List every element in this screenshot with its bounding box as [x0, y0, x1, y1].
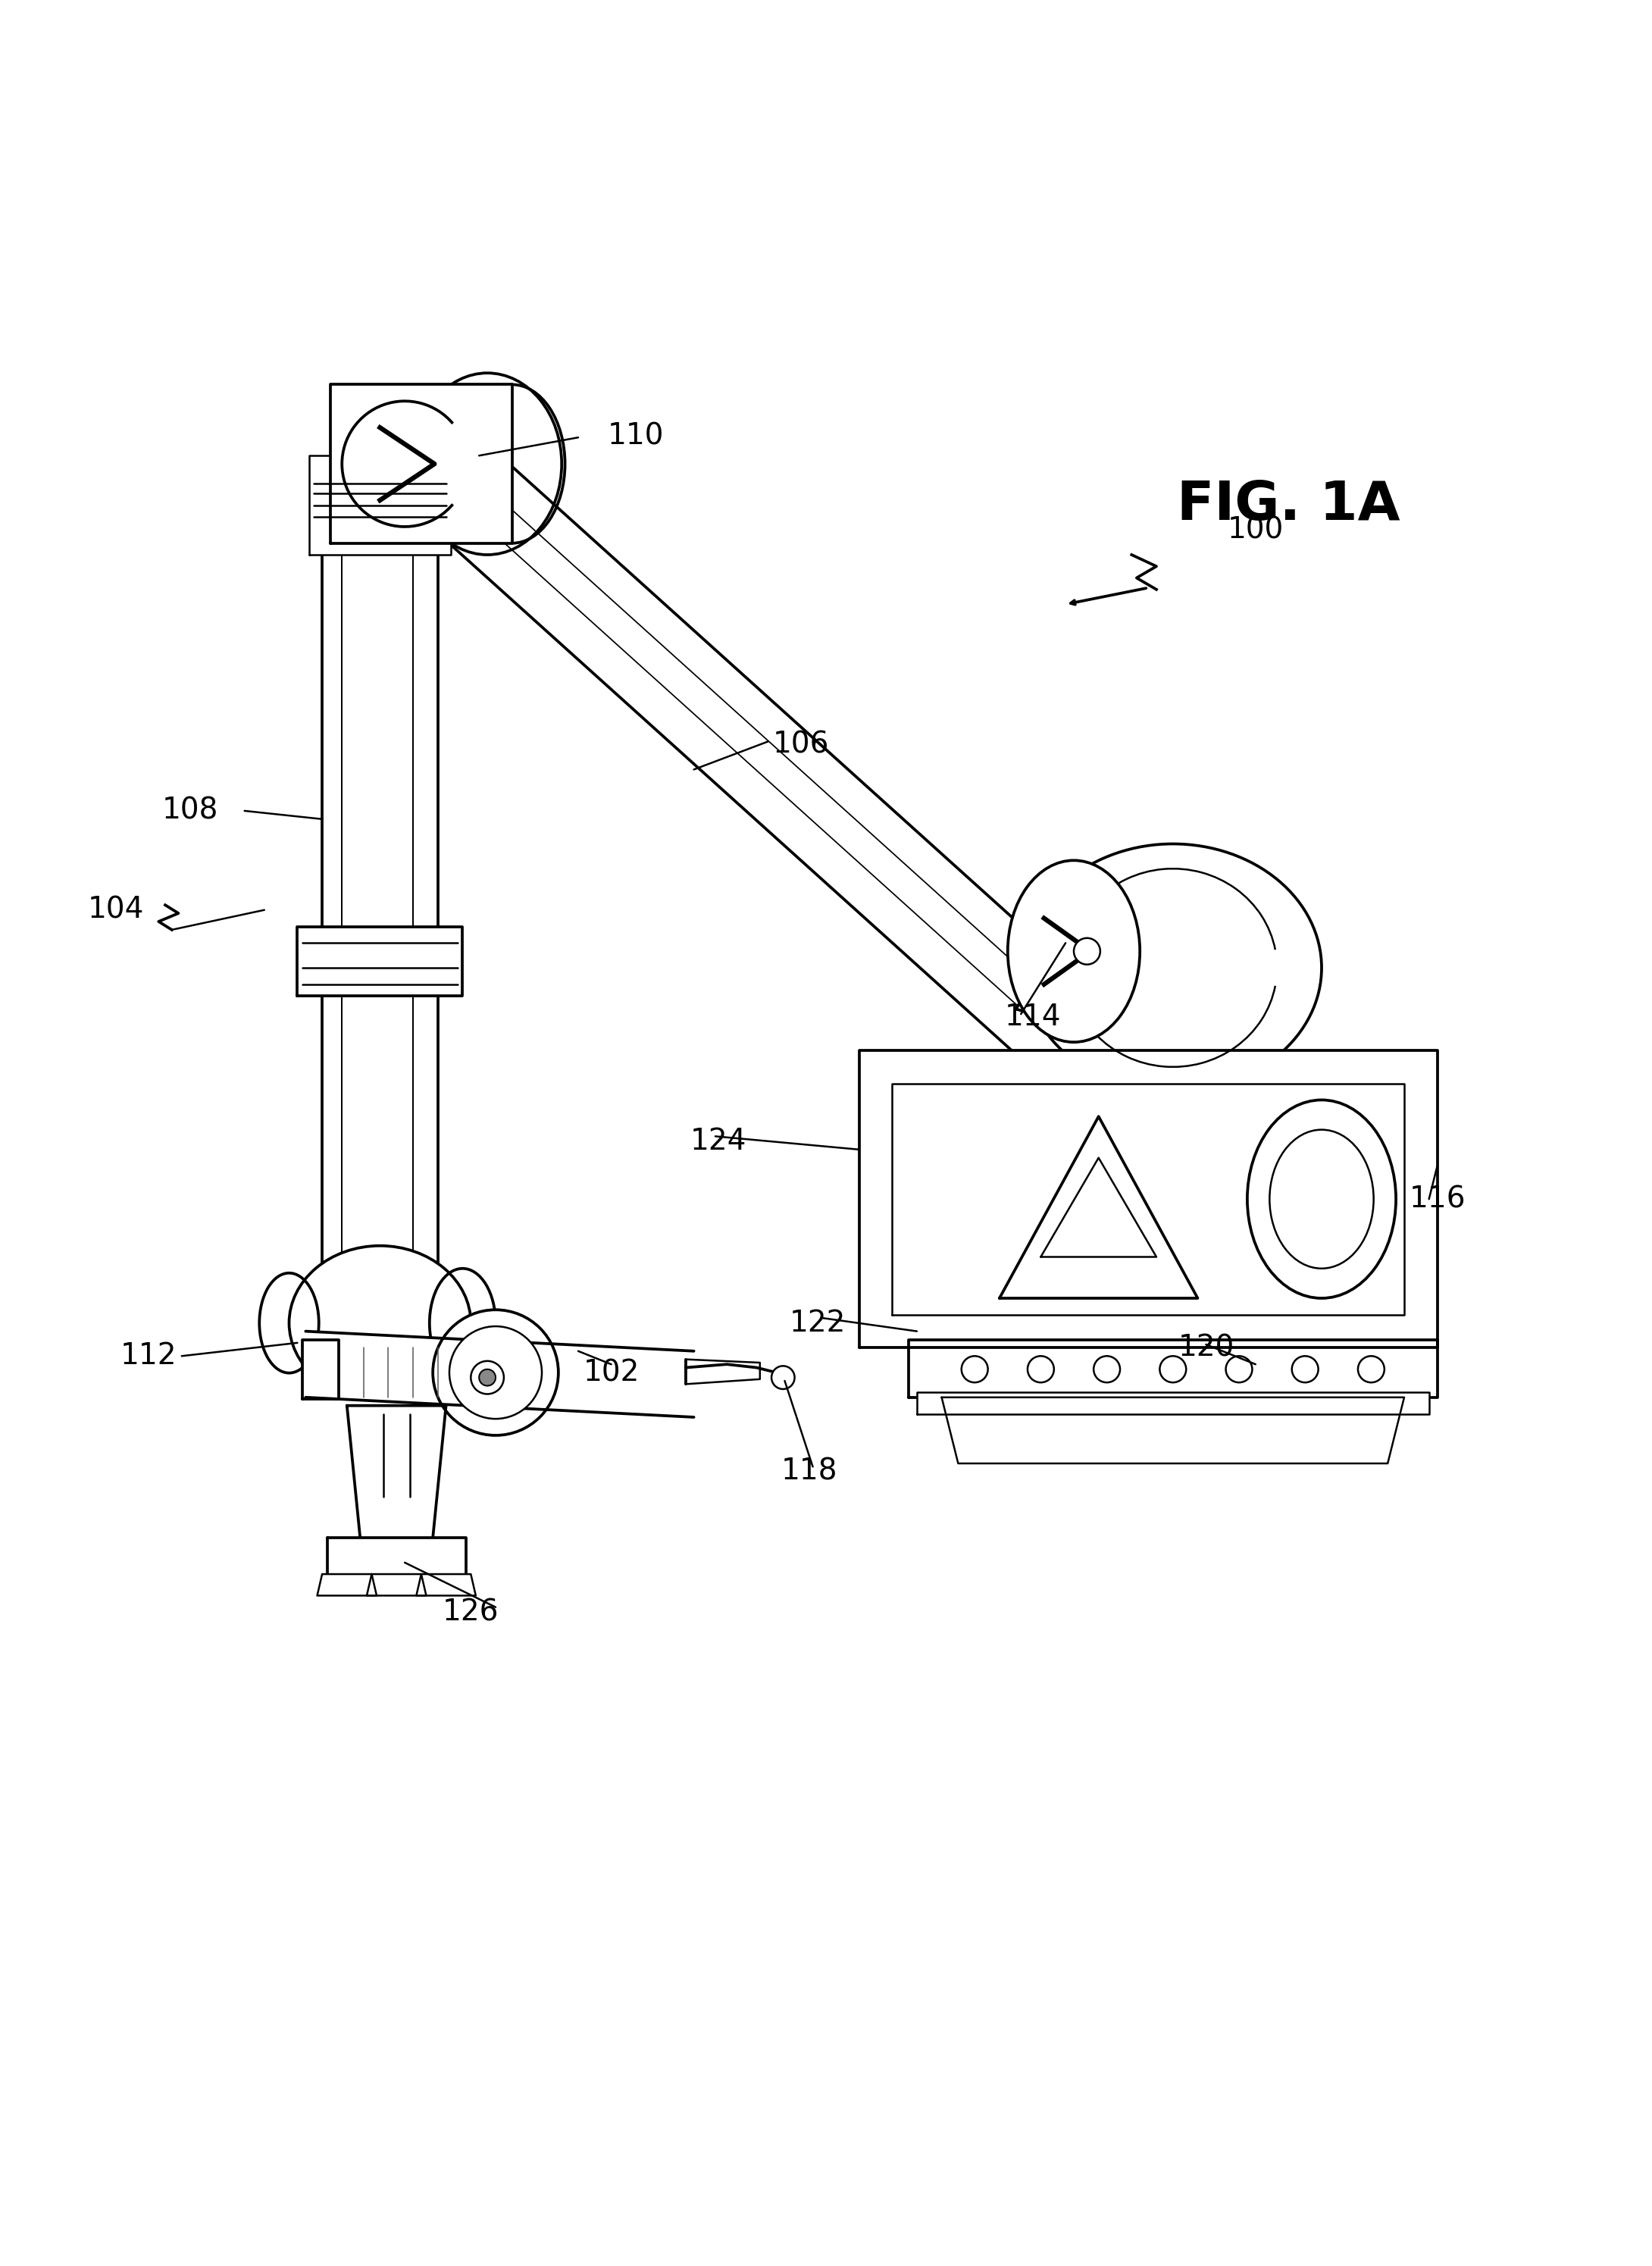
Circle shape: [449, 1326, 542, 1419]
Polygon shape: [909, 1339, 1437, 1398]
Text: 100: 100: [1227, 517, 1284, 544]
Text: 124: 124: [691, 1126, 747, 1156]
Polygon shape: [686, 1360, 760, 1385]
Ellipse shape: [1269, 1131, 1374, 1269]
Text: 114: 114: [1004, 1004, 1061, 1031]
Polygon shape: [416, 1575, 476, 1595]
Ellipse shape: [1008, 861, 1140, 1042]
Circle shape: [433, 1310, 558, 1434]
Ellipse shape: [259, 1273, 319, 1373]
Text: 126: 126: [443, 1598, 499, 1627]
Ellipse shape: [413, 374, 562, 555]
Text: 112: 112: [121, 1341, 177, 1371]
Circle shape: [1292, 1355, 1318, 1382]
Ellipse shape: [430, 1269, 496, 1378]
Polygon shape: [302, 1339, 339, 1398]
Ellipse shape: [289, 1246, 471, 1400]
Text: 108: 108: [162, 795, 218, 825]
Text: 110: 110: [608, 421, 664, 451]
Circle shape: [961, 1355, 988, 1382]
Text: 120: 120: [1178, 1332, 1234, 1362]
Polygon shape: [297, 927, 463, 995]
Circle shape: [1074, 938, 1100, 965]
Circle shape: [479, 1369, 496, 1387]
Ellipse shape: [1024, 843, 1322, 1092]
Text: 118: 118: [781, 1457, 838, 1486]
Circle shape: [1028, 1355, 1054, 1382]
Circle shape: [1094, 1355, 1120, 1382]
Polygon shape: [917, 1391, 1429, 1414]
Polygon shape: [1016, 968, 1099, 1026]
Circle shape: [1160, 1355, 1186, 1382]
Polygon shape: [330, 385, 512, 544]
Ellipse shape: [1247, 1099, 1396, 1298]
Text: 104: 104: [88, 895, 144, 925]
Polygon shape: [309, 455, 451, 555]
Polygon shape: [347, 1405, 446, 1554]
Polygon shape: [306, 1330, 694, 1416]
Text: 106: 106: [773, 730, 829, 759]
Text: 102: 102: [583, 1357, 639, 1387]
Circle shape: [471, 1362, 504, 1394]
Text: 122: 122: [790, 1307, 846, 1337]
Polygon shape: [367, 1575, 426, 1595]
Circle shape: [1358, 1355, 1384, 1382]
Polygon shape: [317, 1575, 377, 1595]
Circle shape: [1226, 1355, 1252, 1382]
Circle shape: [771, 1366, 795, 1389]
Polygon shape: [322, 480, 438, 1348]
Polygon shape: [859, 1051, 1437, 1348]
Polygon shape: [430, 451, 1082, 1054]
Text: 116: 116: [1409, 1185, 1465, 1215]
Text: FIG. 1A: FIG. 1A: [1176, 478, 1401, 530]
Polygon shape: [942, 1398, 1404, 1464]
Polygon shape: [327, 1539, 466, 1579]
